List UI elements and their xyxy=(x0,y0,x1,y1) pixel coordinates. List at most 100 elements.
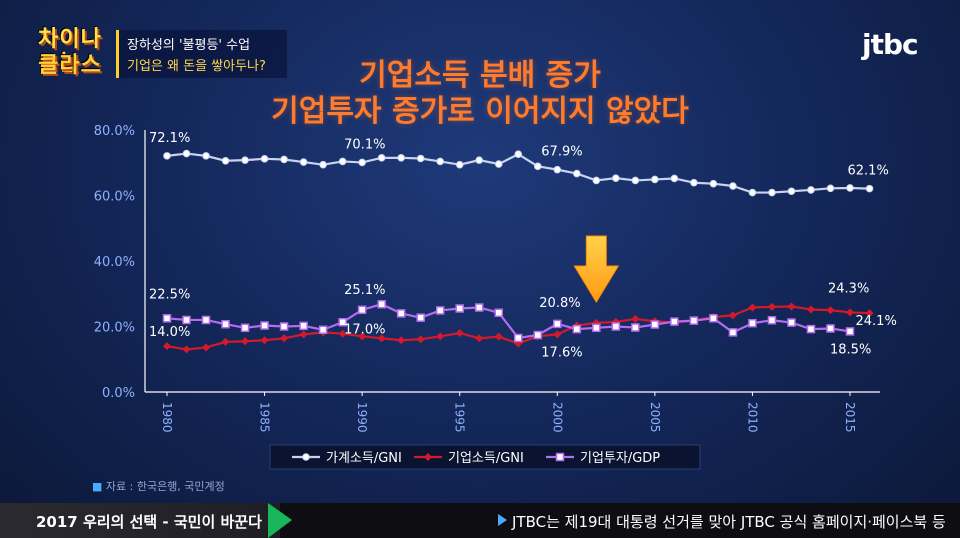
data-point xyxy=(221,156,230,165)
data-label: 18.5% xyxy=(830,342,871,357)
data-point xyxy=(865,309,874,318)
show-logo: 차이나는 클라스 xyxy=(28,28,112,80)
data-point xyxy=(280,155,288,164)
data-point xyxy=(748,303,757,312)
x-tick-label: 1990 xyxy=(355,402,369,433)
data-point xyxy=(612,174,620,182)
data-point xyxy=(533,330,543,340)
data-label: 17.6% xyxy=(541,345,582,360)
data-point xyxy=(302,453,310,461)
data-point xyxy=(338,329,347,338)
show-logo-line2: 클라스 xyxy=(38,53,102,78)
data-point xyxy=(709,314,718,323)
data-label: 20.8% xyxy=(539,296,580,311)
data-point xyxy=(416,313,425,322)
x-tick-label: 2015 xyxy=(843,402,857,433)
data-point xyxy=(299,158,308,166)
x-tick-label: 1995 xyxy=(453,402,467,433)
data-label: 25.1% xyxy=(344,283,385,298)
data-point xyxy=(201,315,211,325)
data-point xyxy=(163,342,171,351)
data-point xyxy=(592,176,601,185)
chart-data-labels: 72.1% 70.1% 67.9% 62.1% 22.5% 14.0% 25.1% 17.0%… xyxy=(149,131,897,360)
data-point xyxy=(241,337,250,346)
data-point xyxy=(826,184,835,193)
data-label: 67.9% xyxy=(541,145,582,160)
data-point xyxy=(299,330,308,339)
program-banner: 2017 우리의 선택 - 국민이 바꾼다 xyxy=(0,503,280,538)
data-label: 14.0% xyxy=(149,325,190,340)
data-label: 22.5% xyxy=(149,287,190,302)
series-line xyxy=(166,152,870,194)
data-point xyxy=(338,157,347,166)
data-label: 24.3% xyxy=(828,281,869,296)
data-point xyxy=(494,160,503,168)
data-point xyxy=(787,187,796,196)
y-tick-label: 0.0% xyxy=(102,386,135,401)
data-point xyxy=(573,169,581,178)
chart-legend: 가계소득/GNI 기업소득/GNI 기업투자/GDP xyxy=(269,444,701,470)
data-point xyxy=(260,155,269,163)
data-point xyxy=(631,176,640,185)
legend-label: 기업소득/GNI xyxy=(448,451,524,466)
show-logo-line1: 차이나는 xyxy=(38,27,102,76)
y-tick-label: 20.0% xyxy=(94,321,135,336)
data-point xyxy=(728,311,737,320)
series-2 xyxy=(163,302,874,354)
data-point xyxy=(865,184,874,193)
data-point xyxy=(533,162,542,171)
data-point xyxy=(318,325,328,335)
chart-title-line2: 기업투자 증가로 이어지지 않았다 xyxy=(271,94,689,129)
data-point xyxy=(279,322,289,331)
data-point xyxy=(592,323,601,333)
data-point xyxy=(826,306,835,315)
data-point xyxy=(358,332,367,341)
data-point xyxy=(846,184,854,192)
data-point xyxy=(670,174,679,183)
data-point xyxy=(611,322,621,331)
data-point xyxy=(494,332,503,341)
data-point xyxy=(553,319,562,329)
data-point xyxy=(299,321,308,331)
data-point xyxy=(514,150,523,159)
data-point xyxy=(424,453,432,461)
legend-box xyxy=(269,444,701,470)
data-point xyxy=(767,302,776,311)
data-label: 62.1% xyxy=(848,164,889,179)
data-point xyxy=(846,308,854,317)
data-point xyxy=(280,334,289,343)
data-label: 24.1% xyxy=(856,314,897,329)
data-point xyxy=(202,343,211,352)
data-point xyxy=(455,304,464,313)
data-point xyxy=(475,156,484,164)
data-point xyxy=(182,149,191,158)
data-point xyxy=(709,179,718,188)
channel-logo: jtbc xyxy=(862,28,919,61)
data-label: 72.1% xyxy=(149,131,190,146)
data-point xyxy=(221,337,230,346)
data-point xyxy=(631,314,640,323)
data-point xyxy=(845,327,855,336)
data-point xyxy=(748,318,757,328)
legend-item: 기업투자/GDP xyxy=(546,451,660,466)
data-point xyxy=(397,154,405,162)
data-point xyxy=(768,188,776,197)
chart-title-line1: 기업소득 분배 증가 xyxy=(359,58,601,93)
data-point xyxy=(357,305,367,315)
highlight-arrow xyxy=(573,235,620,303)
data-point xyxy=(377,154,386,162)
data-point xyxy=(748,188,757,197)
legend-item: 가계소득/GNI xyxy=(292,451,402,466)
chart-axes: 0.0% 20.0% 40.0% 60.0% 80.0% 1980 1985 1990 1995… xyxy=(94,124,880,433)
ticker-play-icon xyxy=(498,514,507,526)
data-point xyxy=(162,314,172,323)
data-point xyxy=(455,329,464,338)
y-tick-label: 60.0% xyxy=(94,190,135,205)
data-point xyxy=(787,318,796,327)
data-point xyxy=(416,154,425,163)
series-3 xyxy=(162,299,855,343)
data-point xyxy=(241,156,249,164)
ticker-text: JTBC는 제19대 대통령 선거를 맞아 JTBC 공식 홈페이지·페이스북 … xyxy=(512,513,946,531)
